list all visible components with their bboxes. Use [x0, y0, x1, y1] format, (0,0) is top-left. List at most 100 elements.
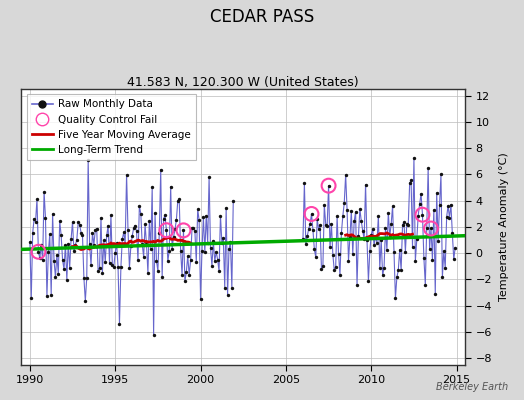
Point [332, 263, 340, 270]
Point [64, 240, 72, 247]
Point [179, 227, 188, 234]
Point [31, 218, 40, 225]
Point [161, 212, 169, 218]
Point [383, 246, 391, 253]
Point [406, 180, 414, 186]
Point [203, 240, 212, 246]
Point [366, 248, 374, 254]
Point [215, 268, 223, 274]
Point [60, 266, 68, 272]
Point [400, 219, 408, 225]
Point [78, 232, 86, 238]
Point [392, 274, 401, 280]
Point [411, 258, 420, 264]
Point [450, 256, 458, 262]
Point [125, 265, 134, 271]
Point [387, 221, 396, 227]
Point [43, 293, 51, 300]
Point [158, 274, 166, 280]
Point [101, 259, 110, 265]
Point [63, 276, 71, 283]
Point [424, 165, 432, 171]
Point [314, 226, 323, 232]
Point [223, 291, 232, 298]
Point [201, 249, 209, 255]
Point [309, 227, 317, 233]
Point [437, 171, 445, 178]
Point [312, 254, 320, 260]
Point [80, 275, 88, 281]
Point [44, 249, 52, 255]
Point [226, 238, 235, 245]
Point [402, 220, 411, 227]
Point [75, 222, 84, 228]
Point [386, 233, 394, 240]
Point [212, 248, 221, 255]
Point [67, 236, 75, 242]
Point [310, 246, 319, 252]
Point [404, 222, 412, 228]
Point [118, 236, 126, 242]
Point [149, 331, 158, 338]
Point [83, 274, 91, 281]
Point [438, 274, 446, 281]
Point [46, 231, 54, 238]
Point [396, 247, 404, 253]
Point [372, 233, 380, 240]
Point [105, 260, 114, 266]
Point [128, 232, 136, 239]
Point [340, 200, 348, 207]
Point [425, 246, 434, 252]
Point [131, 222, 139, 229]
Point [336, 272, 344, 278]
Point [41, 215, 50, 222]
Point [98, 270, 106, 276]
Point [139, 254, 148, 260]
Point [111, 249, 119, 256]
Point [432, 190, 441, 196]
Point [435, 202, 444, 208]
Point [183, 253, 192, 259]
Point [306, 221, 314, 227]
Point [123, 172, 131, 178]
Point [303, 233, 311, 240]
Point [313, 216, 321, 222]
Point [397, 267, 406, 273]
Point [77, 230, 85, 236]
Point [121, 241, 129, 247]
Point [388, 203, 397, 209]
Point [307, 211, 315, 217]
Point [81, 298, 90, 304]
Point [196, 296, 205, 302]
Point [227, 285, 236, 291]
Point [211, 258, 219, 264]
Point [168, 246, 176, 252]
Point [93, 225, 101, 232]
Point [193, 206, 202, 213]
Point [175, 196, 183, 203]
Point [58, 257, 67, 263]
Point [373, 240, 381, 246]
Point [202, 212, 211, 219]
Point [133, 228, 141, 234]
Point [354, 233, 363, 239]
Point [356, 206, 364, 212]
Point [370, 242, 378, 248]
Point [144, 270, 152, 276]
Point [34, 248, 42, 255]
Title: 41.583 N, 120.300 W (United States): 41.583 N, 120.300 W (United States) [127, 76, 359, 89]
Point [324, 182, 333, 189]
Point [326, 244, 334, 251]
Point [363, 237, 371, 243]
Point [360, 236, 368, 242]
Point [440, 248, 448, 254]
Point [53, 252, 61, 258]
Point [324, 182, 333, 189]
Point [47, 292, 56, 298]
Point [348, 250, 357, 257]
Point [391, 295, 400, 301]
Point [205, 174, 213, 180]
Point [148, 184, 156, 191]
Point [342, 172, 350, 178]
Point [127, 243, 135, 249]
